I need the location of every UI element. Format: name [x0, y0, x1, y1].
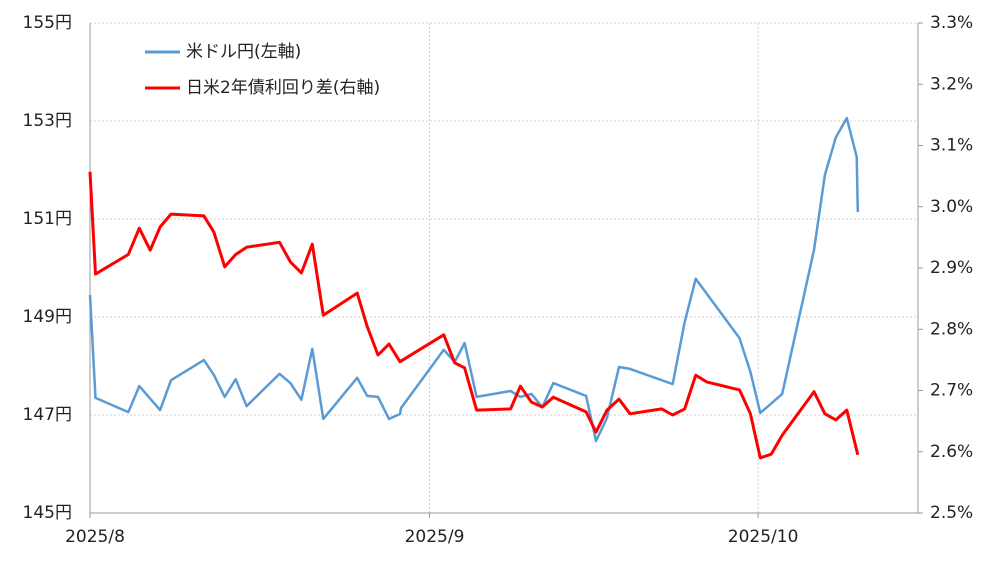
series-line — [88, 116, 860, 443]
legend-label: 米ドル円(左軸) — [186, 42, 301, 62]
y2-tick-label: 3.0% — [930, 197, 973, 217]
x-tick-label: 2025/10 — [728, 527, 799, 547]
y2-tick-label: 2.5% — [930, 503, 973, 523]
y-tick-label: 153円 — [23, 111, 72, 131]
y2-tick-label: 2.9% — [930, 258, 973, 278]
y2-tick-label: 3.3% — [930, 13, 973, 33]
y2-tick-label: 2.7% — [930, 381, 973, 401]
y-tick-label: 149円 — [23, 307, 72, 327]
x-tick-label: 2025/9 — [405, 527, 465, 547]
x-tick-label: 2025/8 — [65, 527, 125, 547]
series-line — [88, 171, 860, 460]
y2-tick-label: 2.8% — [930, 319, 973, 339]
y-tick-label: 151円 — [23, 209, 72, 229]
y2-tick-label: 3.1% — [930, 136, 973, 156]
y2-tick-label: 3.2% — [930, 74, 973, 94]
y-tick-label: 155円 — [23, 13, 72, 33]
y2-tick-label: 2.6% — [930, 442, 973, 462]
y-tick-label: 147円 — [23, 405, 72, 425]
y-tick-label: 145円 — [23, 503, 72, 523]
legend-label: 日米2年債利回り差(右軸) — [186, 78, 380, 98]
